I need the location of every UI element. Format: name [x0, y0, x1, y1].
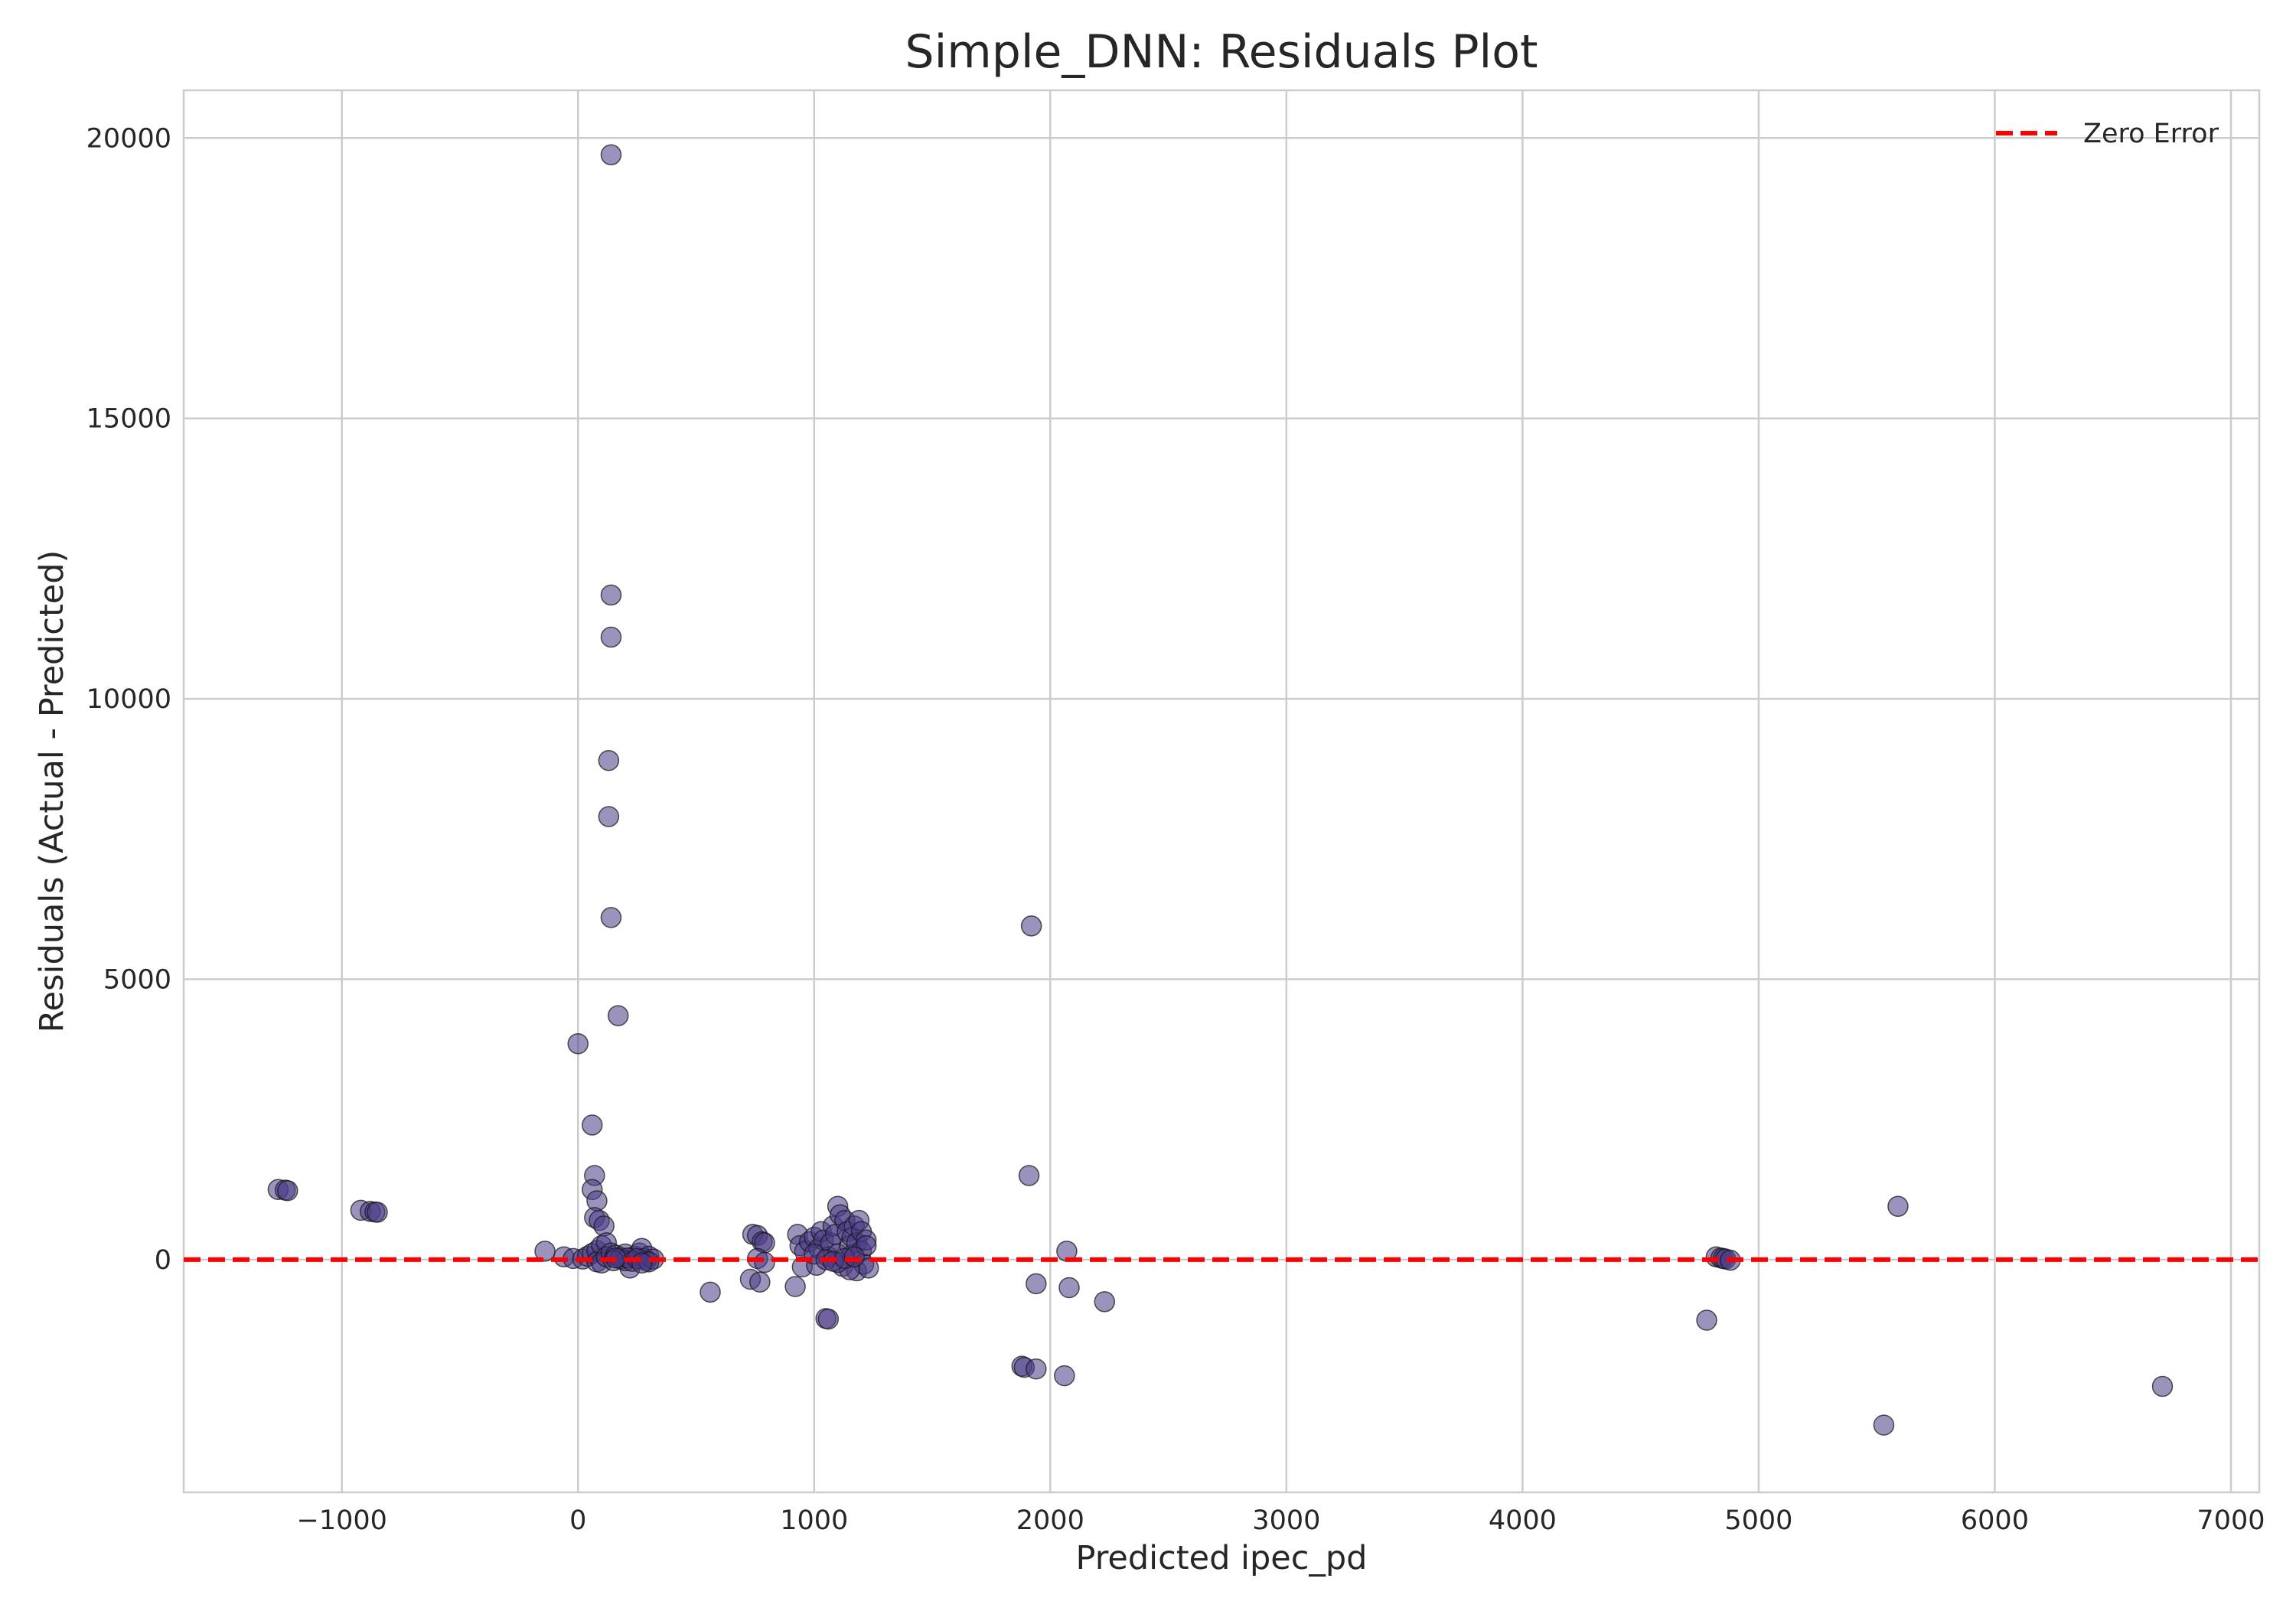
- data-point: [600, 907, 622, 928]
- data-point: [749, 1271, 771, 1293]
- data-point: [843, 1246, 865, 1267]
- y-axis-label: Residuals (Actual - Predicted): [33, 550, 71, 1033]
- x-tick-label: 2000: [1016, 1505, 1084, 1536]
- data-point: [784, 1276, 806, 1297]
- data-point: [1018, 1165, 1040, 1186]
- data-point: [598, 806, 620, 827]
- y-tick-label: 20000: [86, 123, 171, 154]
- data-point: [1020, 915, 1042, 937]
- data-point: [631, 1252, 653, 1274]
- y-tick-label: 0: [155, 1245, 171, 1276]
- plot-frame: [182, 89, 2261, 1494]
- data-point: [817, 1308, 840, 1330]
- data-point: [1887, 1195, 1909, 1218]
- data-point: [700, 1281, 721, 1303]
- x-tick-label: −1000: [297, 1505, 387, 1536]
- data-point: [1094, 1291, 1116, 1313]
- data-point: [367, 1202, 388, 1223]
- data-point: [600, 584, 622, 606]
- data-point: [1873, 1414, 1895, 1436]
- data-point: [1058, 1277, 1080, 1299]
- legend: Zero Error: [1996, 119, 2219, 149]
- data-point: [607, 1005, 629, 1026]
- data-point: [1054, 1365, 1075, 1387]
- y-tick-label: 10000: [86, 684, 171, 715]
- data-point: [598, 749, 620, 771]
- data-point: [754, 1251, 775, 1273]
- x-axis-label: Predicted ipec_pd: [1076, 1539, 1368, 1577]
- x-tick-label: 4000: [1489, 1505, 1557, 1536]
- data-point: [2151, 1375, 2174, 1397]
- x-tick-label: 6000: [1961, 1505, 2029, 1536]
- data-point: [582, 1114, 603, 1136]
- x-tick-label: 1000: [780, 1505, 848, 1536]
- data-point: [1026, 1273, 1047, 1295]
- x-tick-label: 5000: [1724, 1505, 1792, 1536]
- data-point: [600, 144, 622, 166]
- data-point: [1696, 1309, 1717, 1331]
- tick-labels: −1000 0 1000 2000 3000 4000 5000 6000 7000 0 5000 1…: [86, 123, 2265, 1536]
- legend-label: Zero Error: [2083, 119, 2219, 149]
- data-point: [534, 1241, 556, 1262]
- data-point: [567, 1033, 589, 1055]
- y-tick-label: 5000: [103, 964, 171, 995]
- gridlines: [184, 90, 2259, 1492]
- chart-title: Simple_DNN: Residuals Plot: [905, 25, 1538, 79]
- data-point: [1026, 1358, 1047, 1380]
- y-tick-label: 15000: [86, 404, 171, 435]
- data-point: [277, 1180, 298, 1202]
- data-point: [600, 626, 622, 648]
- x-tick-label: 3000: [1252, 1505, 1320, 1536]
- x-tick-label: 0: [569, 1505, 586, 1536]
- x-tick-label: 7000: [2197, 1505, 2265, 1536]
